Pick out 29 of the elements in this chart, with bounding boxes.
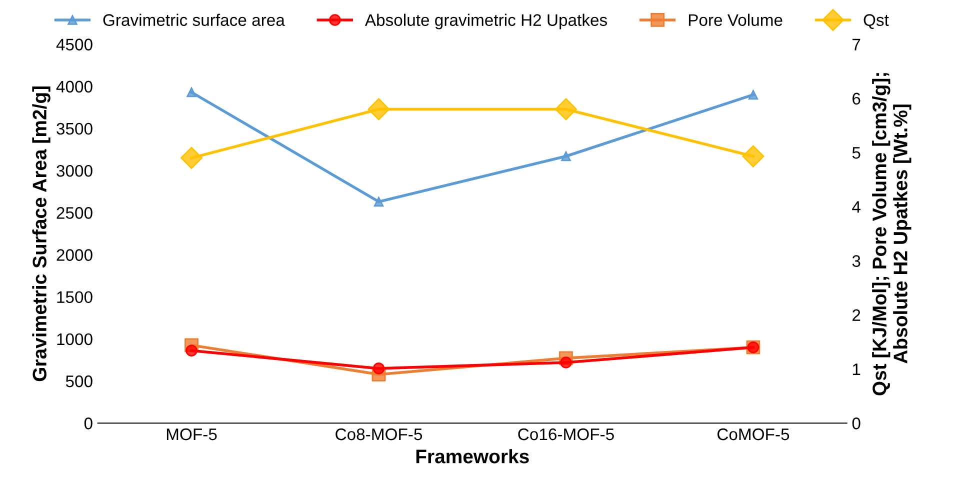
y-tick-label: 1500	[57, 291, 92, 304]
y-tick-label: 4000	[56, 80, 92, 93]
y2-tick-label: 0	[852, 418, 860, 430]
y2-tick-label: 1	[852, 364, 860, 376]
y2-tick-label: 4	[852, 201, 860, 213]
y-tick-label: 500	[66, 375, 92, 388]
y-tick-label: 4500	[56, 38, 92, 50]
x-axis-title: Frameworks	[416, 449, 529, 464]
y2-tick-label: 2	[852, 309, 860, 321]
y-tick-label: 2500	[56, 207, 92, 219]
x-tick-label: MOF-5	[166, 428, 217, 440]
x-tick-label: CoMOF-5	[717, 428, 790, 440]
y-tick-label: 1000	[57, 333, 92, 346]
y2-tick-label: 5	[852, 147, 860, 159]
x-tick-label: Co16-MOF-5	[518, 428, 614, 440]
legend-label: Pore Volume	[688, 14, 782, 26]
y-tick-label: 0	[84, 418, 92, 430]
y-tick-label: 2000	[56, 249, 92, 261]
y2-tick-label: 7	[852, 38, 860, 50]
x-tick-label: Co8-MOF-5	[336, 428, 422, 440]
legend-label: Absolute gravimetric H2 Upatkes	[364, 14, 607, 30]
legend-label: Gravimetric surface area	[103, 14, 285, 26]
y-axis-title: Gravimetric Surface Area [m2/g]	[32, 86, 50, 382]
legend-label: Qst	[864, 14, 889, 29]
y2-tick-label: 3	[852, 255, 860, 267]
y-tick-label: 3500	[56, 122, 92, 135]
y2-axis-title: Qst [KJ/Mol]; Pore Volume [cm3/g]; Absolute H2 Upatkes [Wt.%]	[872, 73, 912, 396]
y-tick-label: 3000	[56, 164, 92, 177]
y2-tick-label: 6	[852, 92, 860, 105]
